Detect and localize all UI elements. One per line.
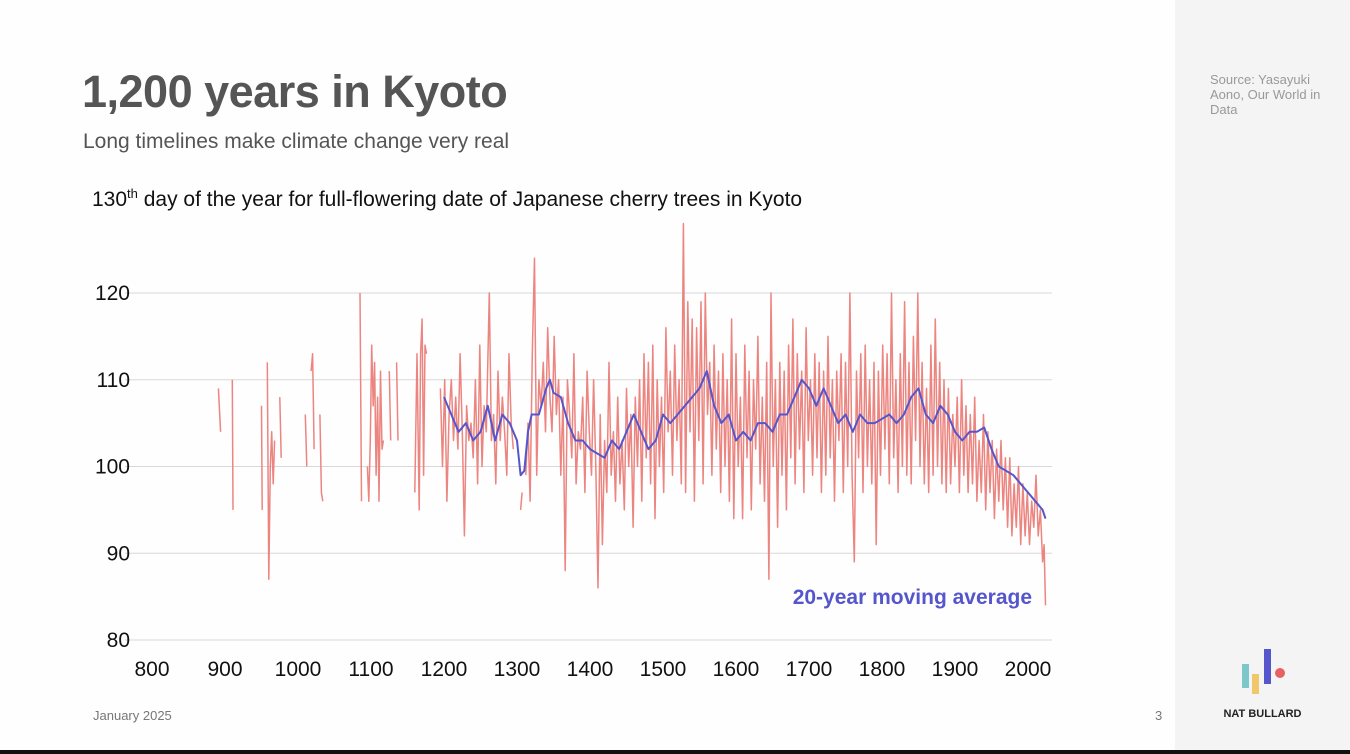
x-tick-label: 2000: [1005, 658, 1052, 681]
logo-bar: [1242, 664, 1249, 688]
chart-title-rest: day of the year for full-flowering date …: [138, 188, 802, 211]
x-tick-label: 1300: [494, 658, 541, 681]
y-tick-label: 100: [95, 456, 130, 479]
annual-line: [217, 222, 1047, 606]
logo-bar: [1252, 674, 1259, 694]
y-tick-label: 90: [107, 542, 130, 565]
chart-title: 130th day of the year for full-flowering…: [92, 186, 802, 211]
x-tick-label: 1600: [713, 658, 760, 681]
average-line: [443, 370, 1047, 519]
x-tick-label: 800: [134, 658, 169, 681]
x-tick-label: 1400: [567, 658, 614, 681]
source: Source: Yasayuki Aono, Our World in Data: [1210, 72, 1321, 117]
title: 1,200 years in Kyoto: [82, 66, 508, 117]
logo-bar: [1264, 649, 1271, 684]
y-tick-label: 120: [95, 282, 130, 305]
chart-title-sup: th: [127, 186, 138, 201]
sidebar: [1175, 0, 1350, 750]
series-label: 20-year moving average: [793, 586, 1032, 609]
page-number: 3: [1155, 708, 1163, 723]
x-tick-label: 1100: [348, 658, 393, 681]
x-tick-label: 1500: [640, 658, 687, 681]
brand: NAT BULLARD: [1223, 708, 1302, 720]
x-tick-label: 1800: [859, 658, 906, 681]
bottom-bar: [0, 750, 1350, 754]
x-tick-label: 1900: [932, 658, 979, 681]
y-tick-label: 110: [97, 369, 130, 392]
x-tick-label: 1200: [421, 658, 468, 681]
logo: [1242, 649, 1285, 694]
x-tick-label: 900: [207, 658, 242, 681]
x-tick-label: 1700: [786, 658, 833, 681]
x-tick-label: 1000: [275, 658, 322, 681]
subtitle: Long timelines make climate change very …: [83, 130, 510, 153]
footer-date: January 2025: [93, 708, 172, 723]
logo-dot: [1275, 668, 1285, 678]
chart-title-number: 130: [92, 188, 127, 211]
y-tick-label: 80: [107, 629, 130, 652]
chart: 130th day of the year for full-flowering…: [92, 186, 1052, 681]
